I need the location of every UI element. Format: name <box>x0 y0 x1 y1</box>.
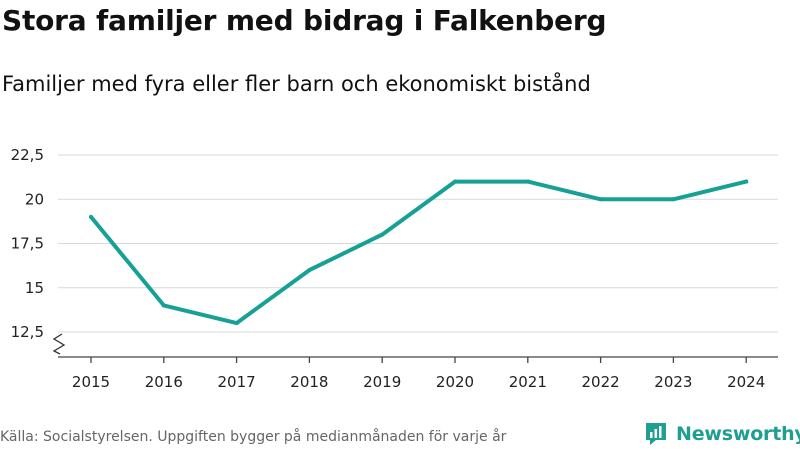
x-tick-label: 2023 <box>654 373 692 391</box>
data-point <box>453 179 457 184</box>
data-points <box>89 179 749 326</box>
chart-subtitle: Familjer med fyra eller fler barn och ek… <box>2 72 591 96</box>
data-point <box>380 232 385 237</box>
y-tick-label: 12,5 <box>11 323 44 341</box>
x-tick-label: 2020 <box>436 373 474 391</box>
y-tick-label: 22,5 <box>11 146 44 164</box>
x-tick-label: 2019 <box>363 373 401 391</box>
y-tick-label: 17,5 <box>11 235 44 253</box>
data-point <box>307 268 312 273</box>
x-tick-label: 2021 <box>509 373 547 391</box>
line-chart: 12,5 15 17,5 20 22,5 2015 2016 2017 2018 2019 202… <box>11 146 778 391</box>
data-point <box>89 214 93 219</box>
newsworthy-logo: Newsworthy <box>644 421 800 447</box>
y-axis-ticks: 12,5 15 17,5 20 22,5 <box>11 146 44 341</box>
axis-break-icon <box>52 333 66 355</box>
data-point <box>234 321 239 326</box>
data-point <box>161 303 166 308</box>
x-axis-ticks: 2015 2016 2017 2018 2019 2020 2021 2022 2023 2024 <box>72 357 765 391</box>
x-tick-label: 2018 <box>290 373 328 391</box>
y-tick-label: 20 <box>25 190 44 208</box>
data-point <box>525 179 530 184</box>
x-tick-label: 2017 <box>218 373 256 391</box>
data-point <box>671 197 676 202</box>
x-tick-label: 2016 <box>145 373 183 391</box>
data-point <box>744 179 749 184</box>
y-tick-label: 15 <box>25 279 44 297</box>
source-note: Källa: Socialstyrelsen. Uppgiften bygger… <box>0 429 507 445</box>
data-point <box>598 197 603 202</box>
x-tick-label: 2022 <box>582 373 620 391</box>
x-tick-label: 2015 <box>72 373 110 391</box>
x-tick-label: 2024 <box>727 373 765 391</box>
chart-logo-icon <box>646 423 666 445</box>
chart-title: Stora familjer med bidrag i Falkenberg <box>2 4 607 37</box>
series-line-familjer <box>89 179 749 326</box>
brand-name: Newsworthy <box>676 423 800 445</box>
